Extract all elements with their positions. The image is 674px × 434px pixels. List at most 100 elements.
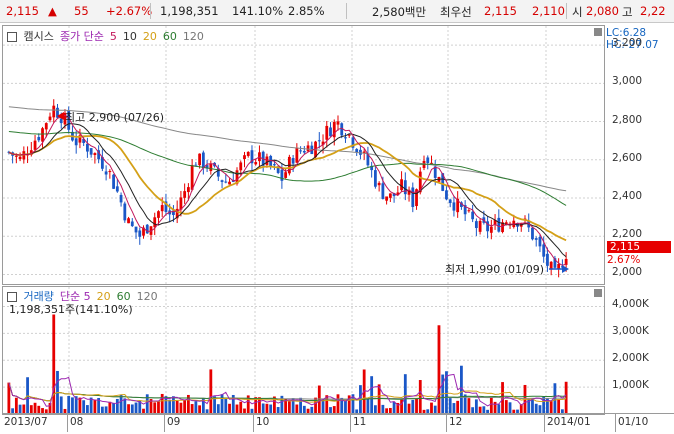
volume-axis: 4,000K 3,000K 2,000K 1,000K [604, 286, 672, 413]
volume-bar [370, 376, 374, 414]
volume-bar [280, 395, 284, 414]
candle-body [250, 150, 254, 164]
legend-item[interactable]: 10 [122, 30, 137, 43]
legend-item[interactable]: 120 [182, 30, 204, 43]
candle-body [33, 140, 37, 150]
volume-bar [153, 402, 157, 414]
volume-bar [329, 407, 332, 414]
legend-item[interactable]: 단순 5 [59, 290, 91, 303]
volume-bar [194, 401, 198, 414]
candle-body [190, 164, 194, 190]
candle-body [246, 151, 250, 156]
turnover-rate: 2.85% [288, 4, 325, 18]
date-tick-label: 10 [256, 416, 270, 428]
price-change-pct: +2.67% [106, 4, 153, 18]
volume-bar [463, 394, 467, 414]
candle-body [317, 140, 321, 142]
panel-scroll-button[interactable] [594, 289, 602, 297]
candle-body [235, 170, 239, 184]
legend-item[interactable]: 60 [116, 290, 131, 303]
volume-bar [512, 409, 516, 414]
volume-bar [89, 397, 93, 414]
volume-bar [190, 404, 194, 414]
candle-body [355, 149, 359, 153]
candle-body [78, 135, 82, 143]
volume-value: 1,198,351 [160, 4, 219, 18]
ma-line-120 [8, 106, 567, 192]
legend-item[interactable]: 60 [162, 30, 177, 43]
candle-body [18, 156, 22, 160]
price-tick-label: 3,200 [612, 37, 643, 50]
legend-item[interactable]: 종가 단순 [59, 30, 104, 43]
candle-body [37, 137, 41, 141]
date-tick-mark [615, 414, 616, 432]
candle-body [216, 168, 220, 177]
volume-bar [448, 398, 452, 414]
volume-bar [243, 408, 246, 414]
candle-body [198, 153, 202, 166]
settings-icon[interactable] [7, 32, 17, 42]
candle-body [157, 211, 160, 218]
volume-bar [519, 404, 523, 414]
volume-bar [235, 404, 239, 414]
open-price: 2,080 [586, 4, 619, 18]
volume-bar [209, 369, 213, 414]
candle-body [306, 145, 310, 152]
volume-chart-panel[interactable]: 거래량 단순 5 20 60 120 1,198,351주(141.10%) [2, 286, 605, 415]
candle-body [201, 152, 205, 169]
candle-body [340, 123, 344, 136]
volume-bar [531, 397, 534, 414]
candle-body [497, 217, 501, 232]
volume-bar [29, 405, 33, 414]
settings-icon[interactable] [7, 292, 17, 302]
volume-bar [310, 406, 314, 414]
volume-bar [508, 402, 512, 414]
high-price: 2,22 [640, 4, 666, 18]
candle-body [362, 151, 366, 154]
volume-bar [542, 396, 546, 414]
volume-bar [198, 405, 202, 414]
quote-bar: 2,115 ▲ 55 +2.67% 1,198,351 141.10% 2.85… [0, 0, 674, 23]
volume-info: 1,198,351주(141.10%) [9, 303, 133, 316]
volume-bar [504, 400, 508, 414]
volume-bar [258, 397, 261, 414]
volume-bar [385, 408, 389, 414]
candle-body [377, 182, 381, 186]
legend-item[interactable]: 20 [142, 30, 157, 43]
volume-bar [445, 371, 448, 414]
candle-body [557, 263, 561, 270]
price-chart-panel[interactable]: 최고 2,900 (07/26) 최저 1,990 (01/09) 캠시스 종가 단… [2, 25, 605, 285]
volume-bar [355, 409, 359, 414]
legend-item[interactable]: 5 [109, 30, 117, 43]
candle-body [534, 238, 538, 240]
panel-scroll-button[interactable] [594, 28, 602, 36]
legend-item[interactable]: 120 [136, 290, 158, 303]
volume-bar [422, 409, 426, 414]
candle-body [291, 158, 295, 164]
volume-bar [239, 401, 243, 414]
legend-item[interactable]: 20 [96, 290, 111, 303]
date-tick-mark [350, 414, 351, 432]
candle-body [366, 153, 370, 166]
candle-body [254, 162, 258, 165]
volume-bar [474, 399, 478, 414]
legend-item[interactable]: 캠시스 [23, 30, 54, 43]
date-tick-label: 08 [70, 416, 84, 428]
candle-body [142, 227, 145, 236]
volume-bar [430, 402, 433, 414]
ma-line-60 [8, 131, 567, 206]
candle-body [134, 226, 138, 233]
candle-body [463, 205, 467, 215]
volume-bar [564, 381, 568, 414]
candle-body [295, 147, 299, 163]
candle-body [7, 151, 11, 153]
candle-body [186, 187, 190, 193]
candle-body [56, 107, 59, 118]
legend-item[interactable]: 거래량 [23, 290, 54, 303]
candle-body [112, 174, 115, 189]
volume-bar [362, 369, 366, 414]
price-tick-label: 2,800 [612, 113, 643, 126]
price-change: 55 [74, 4, 89, 18]
volume-bar [14, 397, 18, 414]
candle-body [433, 166, 437, 178]
